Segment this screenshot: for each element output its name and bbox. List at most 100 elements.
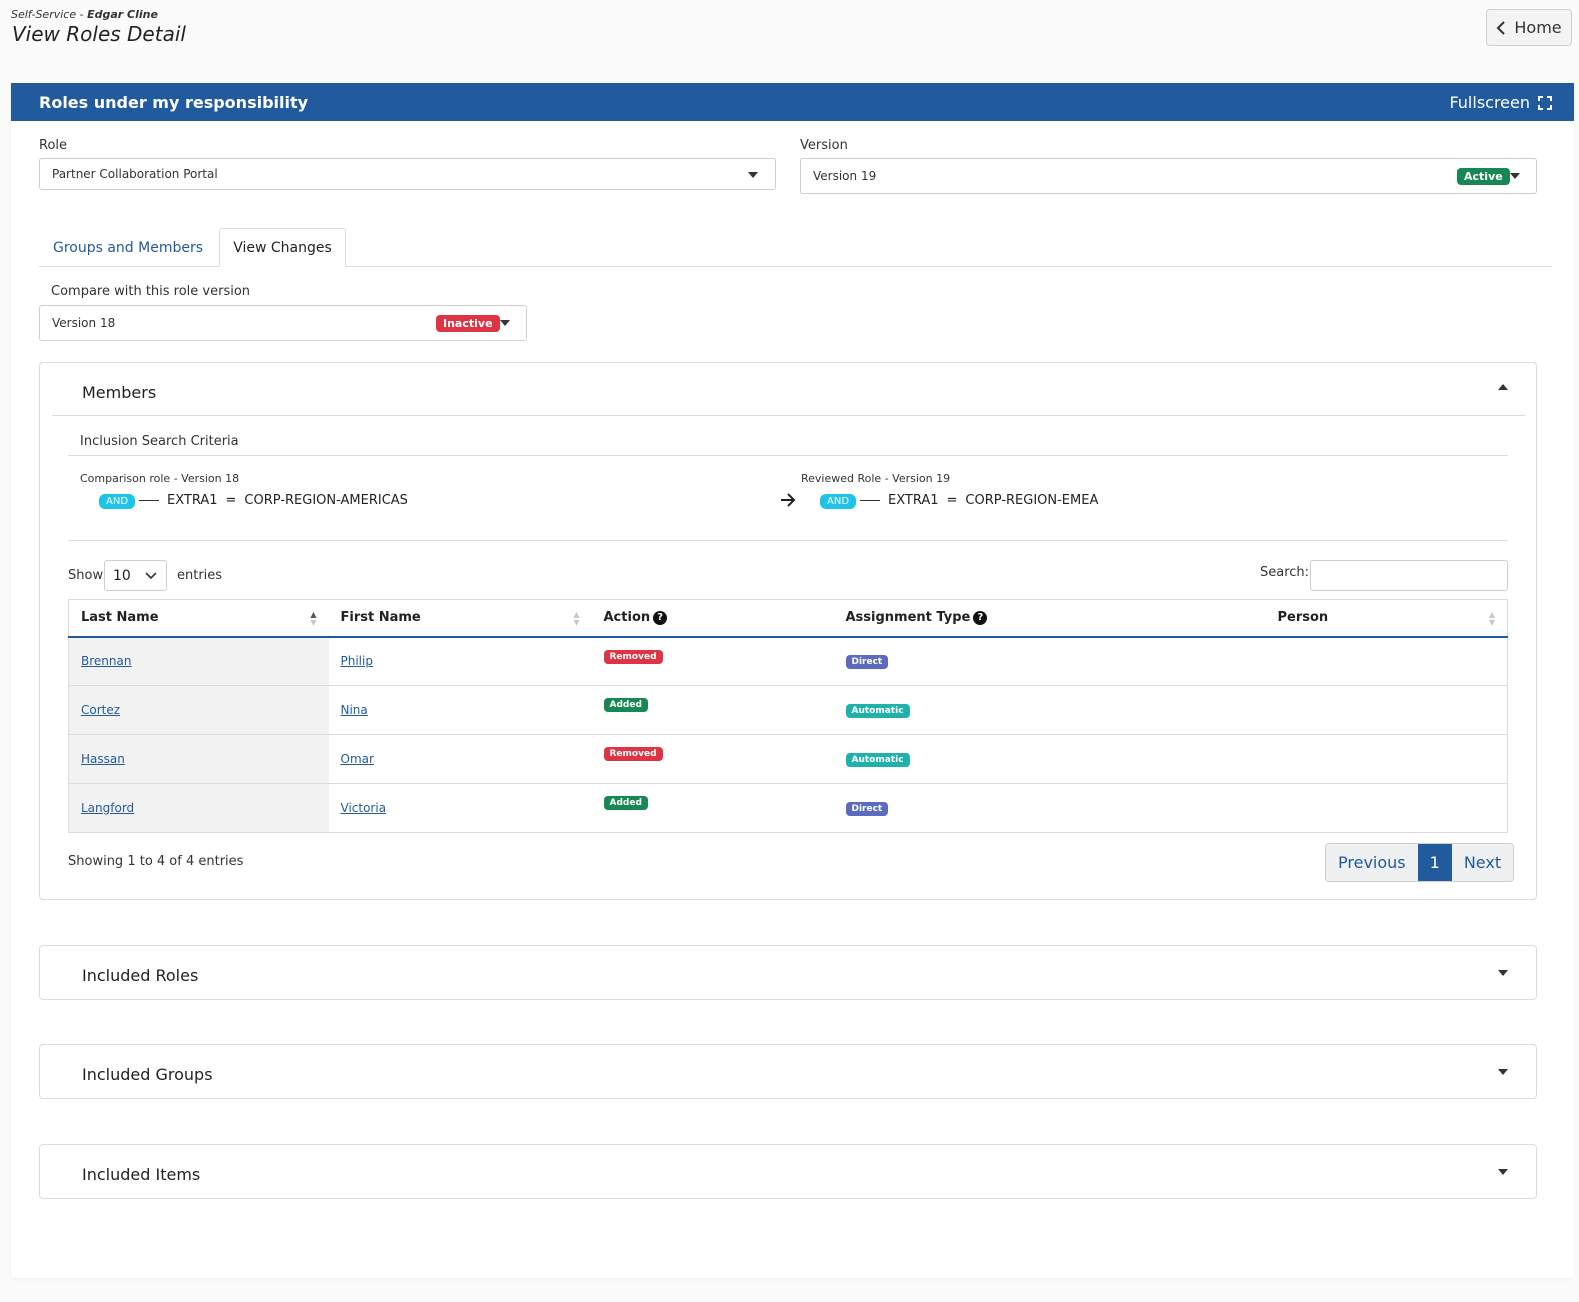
connector-line <box>860 500 880 501</box>
reviewed-criteria: EXTRA1 = CORP-REGION-EMEA <box>860 493 1098 508</box>
first-name-link[interactable]: Omar <box>340 752 374 766</box>
next-button[interactable]: Next <box>1451 844 1514 881</box>
first-name-link[interactable]: Victoria <box>340 801 387 815</box>
col-first-name[interactable]: First Name ▲ ▼ <box>328 599 592 638</box>
and-badge: AND <box>820 494 857 509</box>
chevron-left-icon <box>1496 20 1506 35</box>
included-items-panel[interactable]: Included Items <box>39 1144 1537 1199</box>
assignment-badge: Direct <box>845 802 889 816</box>
sort-icon: ▲ ▼ <box>1488 610 1495 627</box>
action-badge: Removed <box>603 649 663 664</box>
criteria-field: EXTRA1 <box>888 493 939 508</box>
sort-icon: ▲ ▼ <box>310 610 317 627</box>
col-action: Action? <box>591 599 834 638</box>
person-cell <box>1265 734 1508 784</box>
compare-select-value: Version 18 <box>52 316 116 330</box>
caret-down-icon <box>1510 173 1520 179</box>
table-row: Brennan Philip Removed Direct <box>68 636 1508 686</box>
role-select-value: Partner Collaboration Portal <box>52 167 218 181</box>
table-row: Cortez Nina Added Automatic <box>68 685 1508 735</box>
page-title: View Roles Detail <box>12 22 186 46</box>
sort-icon: ▲ ▼ <box>573 610 580 627</box>
criteria-eq: = <box>946 493 958 508</box>
version-select[interactable]: Version 19 Active <box>800 158 1537 194</box>
expand-icon <box>1498 1169 1508 1175</box>
last-name-link[interactable]: Langford <box>81 801 135 815</box>
person-cell <box>1265 783 1508 833</box>
home-button[interactable]: Home <box>1486 9 1572 46</box>
expand-icon <box>1498 1069 1508 1075</box>
chevron-down-icon <box>145 571 157 579</box>
action-badge: Added <box>603 796 648 810</box>
person-cell <box>1265 636 1508 686</box>
role-label: Role <box>39 138 68 153</box>
included-items-title: Included Items <box>82 1165 201 1184</box>
and-badge: AND <box>99 494 136 509</box>
home-button-label: Home <box>1514 18 1562 37</box>
show-label: Show <box>68 568 104 583</box>
tab-view-changes[interactable]: View Changes <box>219 228 346 267</box>
tab-groups-and-members[interactable]: Groups and Members <box>52 239 204 256</box>
criteria-divider <box>68 455 1508 456</box>
compare-version-select[interactable]: Version 18 Inactive <box>39 305 527 341</box>
breadcrumb-prefix: Self-Service - <box>11 8 88 21</box>
table-row: Langford Victoria Added Direct <box>68 783 1508 833</box>
table-row: Hassan Omar Removed Automatic <box>68 734 1508 784</box>
criteria-title: Inclusion Search Criteria <box>80 434 239 449</box>
criteria-bottom-divider <box>68 540 1508 541</box>
last-name-link[interactable]: Hassan <box>81 752 125 766</box>
entries-select[interactable]: 10 <box>104 560 167 591</box>
members-divider <box>52 415 1525 416</box>
search-input[interactable] <box>1310 560 1508 591</box>
caret-down-icon <box>500 320 510 326</box>
criteria-value: CORP-REGION-AMERICAS <box>244 493 408 508</box>
action-badge: Added <box>603 698 648 712</box>
last-name-link[interactable]: Brennan <box>81 654 132 669</box>
assignment-badge: Direct <box>845 655 889 670</box>
page-1-button[interactable]: 1 <box>1417 844 1452 881</box>
col-person[interactable]: Person ▲ ▼ <box>1265 599 1508 638</box>
included-roles-panel[interactable]: Included Roles <box>39 945 1537 1000</box>
card-title: Roles under my responsibility <box>39 93 309 112</box>
members-table: Last Name ▲ ▼ First Name ▲ ▼ Action? Assignm… <box>68 599 1508 833</box>
breadcrumb-user: Edgar Cline <box>87 8 158 21</box>
fullscreen-label: Fullscreen <box>1449 93 1530 112</box>
entries-label: entries <box>177 568 223 583</box>
previous-button[interactable]: Previous <box>1326 844 1418 881</box>
assignment-badge: Automatic <box>845 753 910 767</box>
version-select-value: Version 19 <box>813 169 877 183</box>
comparison-caption: Comparison role - Version 18 <box>80 472 240 485</box>
caret-down-icon <box>748 172 758 178</box>
active-badge: Active <box>1457 168 1510 185</box>
connector-line <box>139 500 159 501</box>
included-groups-panel[interactable]: Included Groups <box>39 1044 1537 1099</box>
col-assignment-type: Assignment Type? <box>833 599 1266 638</box>
pagination: Previous 1 Next <box>1325 843 1515 882</box>
help-icon[interactable]: ? <box>973 610 988 625</box>
card-header: Roles under my responsibility Fullscreen <box>11 83 1574 121</box>
version-label: Version <box>800 138 848 153</box>
criteria-value: CORP-REGION-EMEA <box>965 493 1099 508</box>
reviewed-caption: Reviewed Role - Version 19 <box>801 472 951 485</box>
first-name-link[interactable]: Nina <box>340 703 368 717</box>
tabs-divider <box>39 266 1552 267</box>
members-title: Members <box>82 383 157 402</box>
help-icon[interactable]: ? <box>653 610 668 625</box>
first-name-link[interactable]: Philip <box>340 654 373 669</box>
search-label: Search: <box>1260 565 1310 580</box>
entries-value: 10 <box>113 567 131 584</box>
col-last-name[interactable]: Last Name ▲ ▼ <box>68 599 329 638</box>
arrow-right-icon <box>781 493 796 507</box>
person-cell <box>1265 685 1508 735</box>
collapse-members-icon[interactable] <box>1498 384 1508 390</box>
table-info: Showing 1 to 4 of 4 entries <box>68 854 244 869</box>
inactive-badge: Inactive <box>436 315 500 332</box>
criteria-field: EXTRA1 <box>167 493 218 508</box>
criteria-eq: = <box>225 493 237 508</box>
fullscreen-icon <box>1538 95 1552 110</box>
fullscreen-button[interactable]: Fullscreen <box>1449 93 1552 112</box>
role-select[interactable]: Partner Collaboration Portal <box>39 158 776 190</box>
assignment-badge: Automatic <box>845 704 910 718</box>
last-name-link[interactable]: Cortez <box>81 703 121 717</box>
included-roles-title: Included Roles <box>82 966 199 985</box>
